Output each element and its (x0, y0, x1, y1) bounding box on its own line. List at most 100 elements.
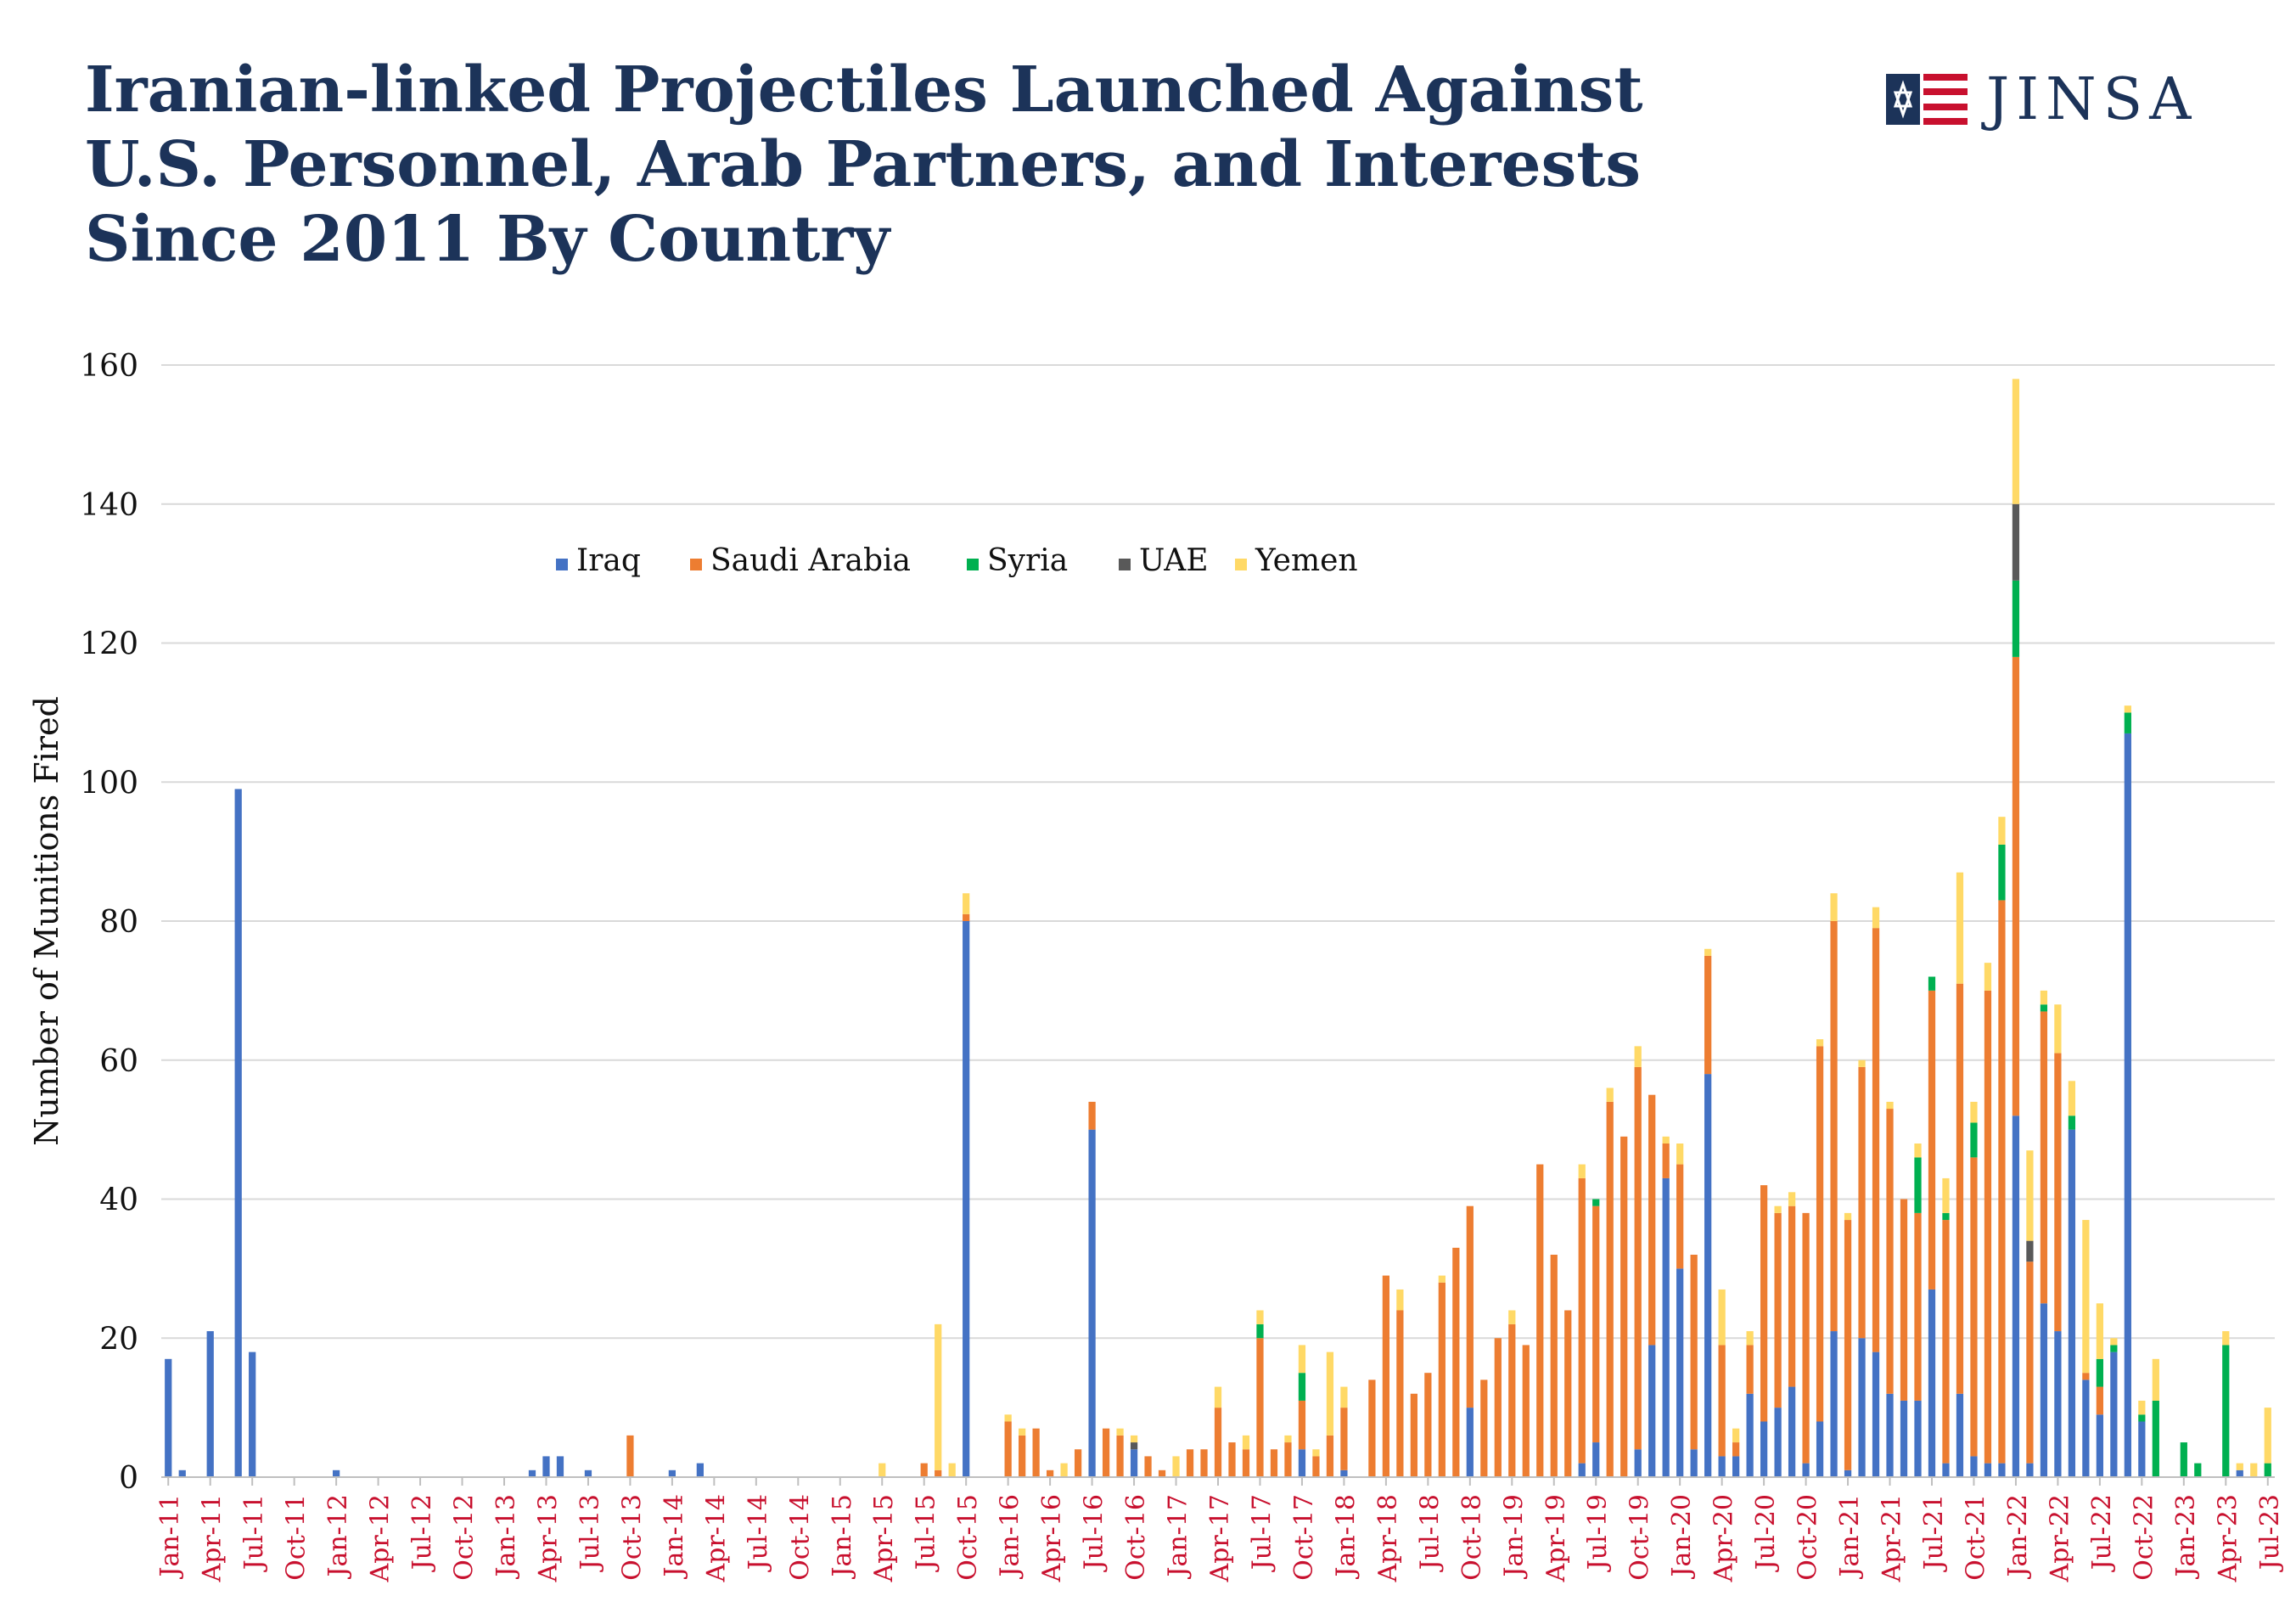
bar-iraq (2068, 1129, 2076, 1477)
bar-iraq (1956, 1393, 1964, 1477)
bar-saudi-arabia (1452, 1247, 1460, 1477)
bar-saudi-arabia (1102, 1428, 1110, 1477)
bar-syria (2110, 1345, 2118, 1352)
bar-iraq (1578, 1463, 1586, 1477)
bar-yemen (1130, 1435, 1138, 1443)
x-tick-label: Jul-21 (1919, 1494, 1949, 1572)
bar-syria (2138, 1414, 2146, 1422)
bar-uae (2026, 1240, 2034, 1262)
bar-yemen (1830, 893, 1838, 921)
bar-yemen (1172, 1456, 1180, 1477)
bar-saudi-arabia (1228, 1442, 1236, 1477)
y-tick-label: 80 (99, 905, 138, 940)
bar-iraq (2040, 1303, 2048, 1477)
bar-saudi-arabia (935, 1469, 942, 1477)
bar-yemen (1116, 1428, 1124, 1436)
bar-saudi-arabia (1536, 1164, 1544, 1477)
legend-swatch (690, 559, 702, 570)
bar-syria (2012, 580, 2020, 657)
bar-iraq (1130, 1449, 1138, 1477)
x-tick-label: Apr-18 (1373, 1494, 1403, 1583)
legend-label: UAE (1139, 543, 1209, 578)
bar-yemen (2124, 705, 2131, 713)
bar-saudi-arabia (2096, 1386, 2103, 1415)
bar-saudi-arabia (1900, 1199, 1908, 1401)
x-tick-label: Jan-11 (155, 1494, 185, 1580)
bar-iraq (206, 1331, 214, 1477)
x-tick-label: Apr-22 (2045, 1494, 2074, 1583)
bar-iraq (696, 1463, 704, 1477)
bar-iraq (963, 921, 970, 1477)
bar-saudi-arabia (1914, 1212, 1922, 1401)
bar-syria (2180, 1442, 2187, 1477)
bar-yemen (2096, 1303, 2103, 1359)
chart-title: Iranian-linked Projectiles Launched Agai… (85, 53, 1740, 277)
bar-saudi-arabia (1648, 1094, 1656, 1346)
bar-yemen (1242, 1435, 1250, 1450)
bar-iraq (1676, 1268, 1684, 1477)
bar-syria (1914, 1157, 1922, 1213)
bar-yemen (1396, 1289, 1404, 1311)
bar-iraq (234, 789, 242, 1477)
x-tick-label: Oct-15 (953, 1494, 983, 1581)
bar-iraq (1844, 1469, 1852, 1477)
bar-iraq (1914, 1400, 1922, 1477)
bar-saudi-arabia (626, 1435, 634, 1477)
bar-yemen (879, 1463, 886, 1477)
y-tick-label: 60 (99, 1044, 138, 1079)
bar-uae (1130, 1442, 1138, 1450)
bar-saudi-arabia (1116, 1435, 1124, 1477)
x-tick-label: Jul-12 (407, 1494, 437, 1572)
legend-label: Iraq (576, 543, 641, 578)
x-tick-label: Jan-23 (2171, 1494, 2201, 1580)
x-tick-label: Jul-15 (912, 1494, 941, 1572)
x-tick-label: Jan-18 (1331, 1494, 1361, 1580)
bar-yemen (1326, 1351, 1334, 1436)
bar-yemen (2082, 1220, 2090, 1374)
bar-saudi-arabia (2040, 1011, 2048, 1304)
bar-saudi-arabia (1312, 1456, 1320, 1477)
bar-saudi-arabia (1186, 1449, 1194, 1477)
bar-saudi-arabia (1382, 1275, 1390, 1477)
bar-yemen (1858, 1059, 1866, 1067)
bar-saudi-arabia (1928, 990, 1936, 1290)
bar-yemen (1774, 1205, 1782, 1213)
bar-iraq (1858, 1338, 1866, 1477)
bar-iraq (2124, 733, 2131, 1477)
x-axis-ticks: Jan-11 Apr-11 Jul-11 Oct-11 Jan-12 Apr-12 Jul-… (155, 1477, 2285, 1583)
bar-yemen (1676, 1144, 1684, 1165)
legend: Iraq Saudi Arabia Syria UAE Yemen (556, 543, 1358, 578)
bar-saudi-arabia (1592, 1205, 1600, 1443)
x-tick-label: Jul-16 (1080, 1494, 1109, 1572)
legend-label: Saudi Arabia (710, 543, 911, 578)
bar-saudi-arabia (1634, 1066, 1642, 1450)
bar-saudi-arabia (1214, 1408, 1222, 1477)
bar-saudi-arabia (1998, 900, 2006, 1464)
bar-yemen (1662, 1136, 1670, 1144)
bar-saudi-arabia (1886, 1109, 1894, 1394)
bar-iraq (1900, 1400, 1908, 1477)
x-tick-label: Apr-20 (1709, 1494, 1739, 1583)
grid-lines (161, 364, 2275, 1340)
bar-yemen (1256, 1310, 1264, 1324)
x-tick-label: Jan-13 (491, 1494, 521, 1580)
bar-iraq (1802, 1463, 1810, 1477)
bar-saudi-arabia (1578, 1177, 1586, 1464)
bar-saudi-arabia (1522, 1345, 1530, 1477)
bar-yemen (1970, 1101, 1978, 1123)
bar-yemen (1984, 963, 1992, 991)
x-tick-label: Oct-21 (1961, 1494, 1990, 1581)
bar-saudi-arabia (1872, 928, 1880, 1352)
bar-saudi-arabia (1704, 955, 1712, 1075)
bar-iraq (1662, 1177, 1670, 1477)
bar-saudi-arabia (1046, 1469, 1054, 1477)
bar-iraq (2138, 1421, 2146, 1477)
bar-saudi-arabia (1410, 1393, 1417, 1477)
bar-yemen (1634, 1046, 1642, 1067)
bar-iraq (1466, 1408, 1474, 1477)
x-tick-label: Oct-11 (282, 1494, 312, 1581)
bar-saudi-arabia (1970, 1157, 1978, 1457)
bar-syria (1942, 1212, 1950, 1221)
x-tick-label: Jan-12 (323, 1494, 353, 1580)
bar-yemen (2152, 1358, 2159, 1401)
